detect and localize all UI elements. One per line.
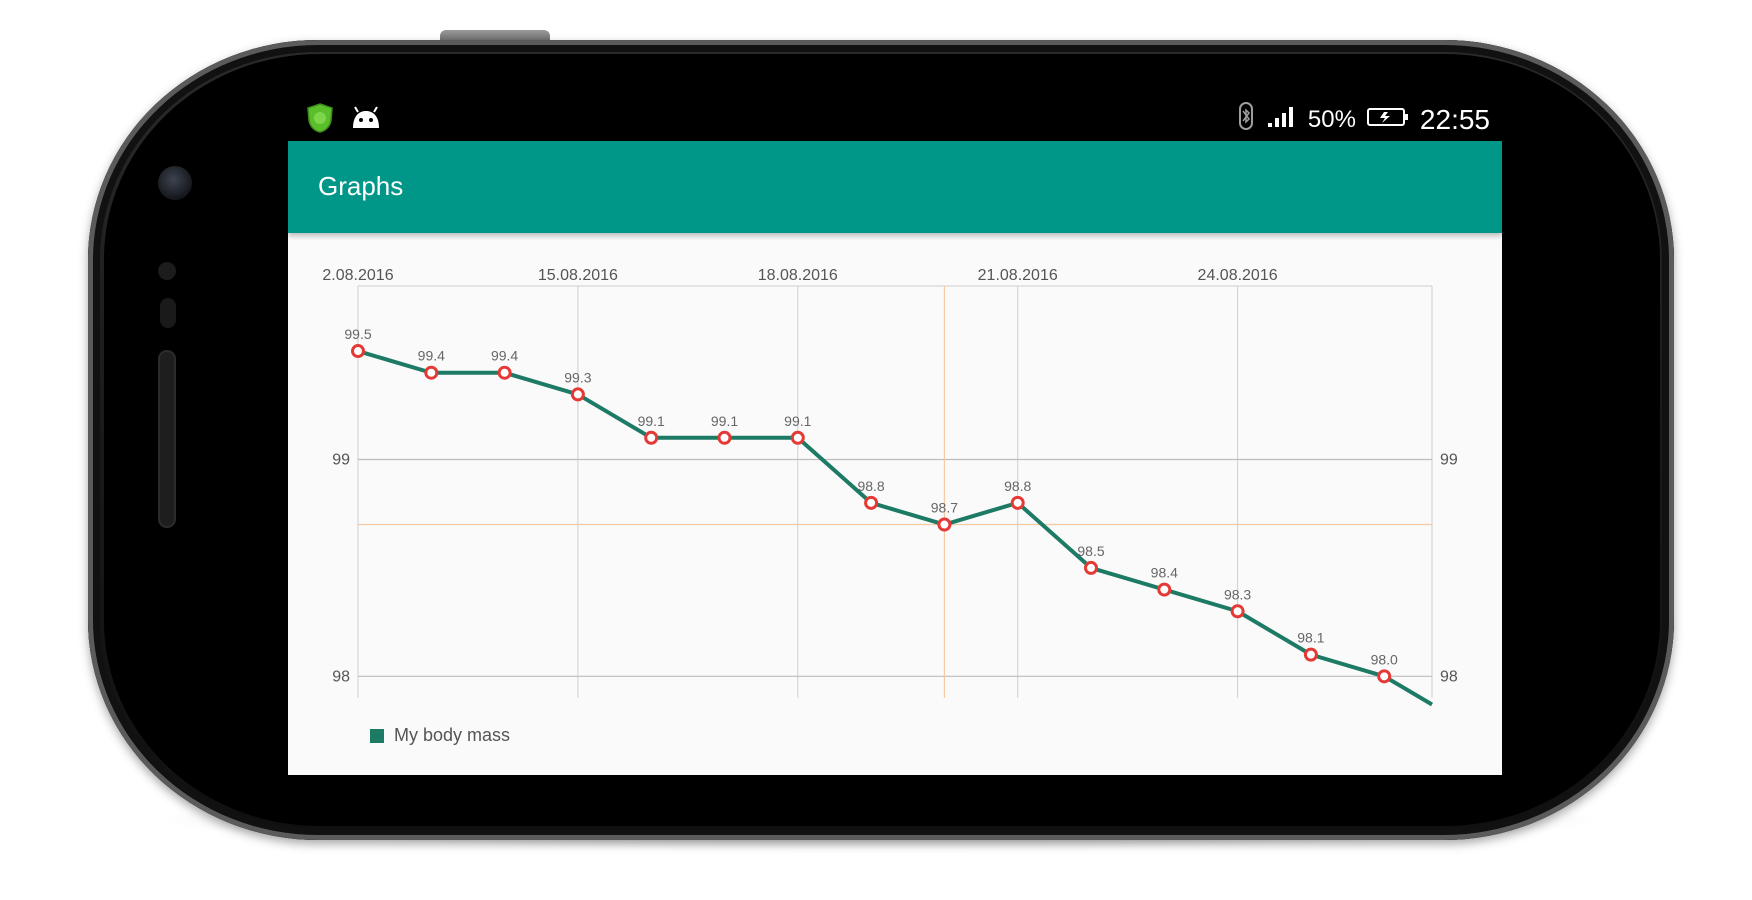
data-label: 99.3 xyxy=(564,369,591,385)
data-label: 99.1 xyxy=(711,413,738,429)
data-point xyxy=(1377,669,1392,684)
data-label: 98.8 xyxy=(857,478,884,494)
light-sensor xyxy=(160,298,176,328)
x-tick-label: 21.08.2016 xyxy=(978,267,1058,284)
app-bar: Graphs xyxy=(288,141,1502,233)
data-label: 99.1 xyxy=(784,413,811,429)
data-point xyxy=(1084,560,1098,575)
y-tick-label-left: 98 xyxy=(332,668,350,685)
data-point xyxy=(1303,647,1318,662)
data-point xyxy=(937,517,952,532)
data-point xyxy=(1230,604,1245,619)
data-point xyxy=(497,365,512,380)
legend-swatch xyxy=(370,728,384,743)
data-point xyxy=(570,387,585,402)
data-label: 98.7 xyxy=(931,500,958,516)
status-left-icons xyxy=(306,103,382,138)
y-tick-label-left: 99 xyxy=(332,451,350,468)
battery-icon xyxy=(1366,104,1410,136)
x-tick-label: 2.08.2016 xyxy=(322,267,393,284)
status-right-icons: 50% 22:55 xyxy=(1236,101,1490,138)
data-point xyxy=(864,495,879,510)
line-chart[interactable]: 2.08.2016 15.08.2016 18.08.2016 21.08.2016 2… xyxy=(288,233,1502,775)
data-point xyxy=(1010,495,1025,510)
data-label: 98.8 xyxy=(1004,478,1031,494)
y-tick-label-right: 99 xyxy=(1440,451,1458,468)
bluetooth-icon xyxy=(1236,101,1256,138)
data-label: 98.5 xyxy=(1077,543,1104,559)
data-label: 98.4 xyxy=(1151,565,1178,581)
data-point xyxy=(351,344,365,359)
y-tick-label-right: 98 xyxy=(1440,668,1458,685)
chart-legend: My body mass xyxy=(370,725,510,746)
proximity-sensor xyxy=(158,262,176,280)
data-label: 98.3 xyxy=(1224,586,1251,602)
front-camera xyxy=(158,166,192,200)
signal-icon xyxy=(1266,103,1298,136)
data-label: 98.0 xyxy=(1371,651,1398,667)
data-label: 99.4 xyxy=(418,348,445,364)
shield-icon xyxy=(306,103,334,138)
app-title: Graphs xyxy=(318,171,404,201)
data-label: 99.4 xyxy=(491,348,518,364)
status-bar: 50% 22:55 xyxy=(288,95,1502,141)
battery-percent: 50% xyxy=(1307,105,1356,133)
status-time: 22:55 xyxy=(1419,103,1490,135)
data-label: 99.5 xyxy=(344,326,371,342)
data-label: 98.1 xyxy=(1297,630,1324,646)
data-point xyxy=(644,430,659,445)
chart-area: 2.08.2016 15.08.2016 18.08.2016 21.08.2016 2… xyxy=(288,233,1502,775)
data-point xyxy=(1157,582,1172,597)
series-line xyxy=(357,349,1434,707)
x-tick-label: 15.08.2016 xyxy=(538,267,618,284)
legend-label: My body mass xyxy=(394,725,511,745)
phone-screen: 50% 22:55 Graphs 2.08.2016 15.08.2016 18.0… xyxy=(288,95,1502,775)
android-icon xyxy=(350,106,382,135)
x-tick-label: 24.08.2016 xyxy=(1198,267,1278,284)
data-point xyxy=(790,430,805,445)
earpiece-speaker xyxy=(158,350,176,528)
x-tick-label: 18.08.2016 xyxy=(758,267,838,284)
data-point xyxy=(717,430,732,445)
data-point xyxy=(424,365,439,380)
data-label: 99.1 xyxy=(638,413,665,429)
